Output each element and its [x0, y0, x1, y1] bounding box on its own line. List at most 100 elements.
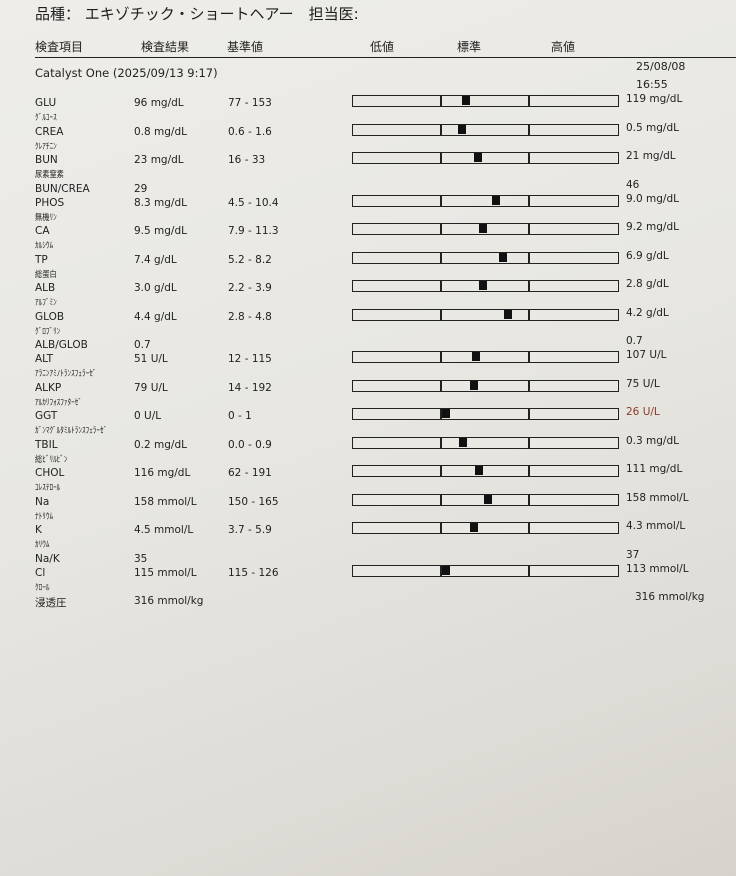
analyzer-label: Catalyst One (2025/09/13 9:17)	[35, 66, 218, 80]
result-marker	[442, 409, 450, 418]
table-row: Na 158 mmol/L 150 - 165 ﾅﾄﾘｳﾑ 158 mmol/L	[0, 492, 736, 525]
previous-result: 4.2 g/dL	[626, 306, 669, 319]
test-name: Na/K	[35, 552, 60, 565]
table-row: CREA 0.8 mg/dL 0.6 - 1.6 ｸﾚｱﾁﾆﾝ 0.5 mg/dL	[0, 122, 736, 155]
test-name-jp: ｶﾘｳﾑ	[35, 540, 50, 550]
test-name-jp: ﾅﾄﾘｳﾑ	[35, 511, 54, 522]
reference-range: 2.8 - 4.8	[228, 310, 272, 323]
reference-range: 0.0 - 0.9	[228, 438, 272, 451]
range-bar	[352, 123, 619, 136]
result-marker	[470, 523, 479, 532]
range-divider	[528, 379, 530, 392]
range-divider	[528, 152, 530, 164]
table-row: GLU 96 mg/dL 77 - 153 ｸﾞﾙｺｰｽ 119 mg/dL	[0, 93, 736, 126]
range-divider	[440, 123, 442, 136]
result-marker	[471, 352, 480, 361]
range-divider	[440, 522, 442, 534]
range-divider	[440, 223, 442, 235]
table-row: BUN/CREA 29 46	[0, 179, 736, 197]
reference-range: 62 - 191	[228, 467, 272, 479]
result-marker	[483, 494, 492, 504]
range-divider	[528, 436, 530, 449]
test-result: 116 mg/dL	[134, 467, 191, 479]
range-divider	[528, 251, 530, 264]
test-result: 316 mmol/kg	[134, 595, 204, 607]
range-bar	[352, 223, 619, 235]
test-result: 8.3 mg/dL	[134, 196, 187, 209]
previous-result: 0.3 mg/dL	[626, 434, 679, 447]
test-result: 0.2 mg/dL	[134, 438, 187, 451]
range-bar	[352, 308, 619, 321]
previous-result: 316 mmol/kg	[635, 591, 705, 603]
test-result: 0 U/L	[134, 410, 162, 422]
previous-result: 4.3 mmol/L	[626, 520, 686, 532]
range-bar	[352, 522, 619, 534]
test-name-jp: ｸﾛｰﾙ	[35, 582, 50, 593]
test-result: 3.0 g/dL	[134, 282, 177, 294]
previous-result: 37	[626, 548, 640, 561]
test-result: 158 mmol/L	[134, 495, 197, 508]
test-name-jp: ｸﾚｱﾁﾆﾝ	[35, 141, 57, 152]
range-divider	[440, 95, 442, 107]
previous-result: 9.2 mg/dL	[626, 221, 679, 233]
previous-result: 111 mg/dL	[626, 463, 683, 475]
test-result: 115 mmol/L	[134, 566, 197, 579]
range-divider	[440, 564, 442, 577]
reference-range: 150 - 165	[228, 495, 279, 508]
table-row: ALKP 79 U/L 14 - 192 ｱﾙｶﾘﾌｫｽﾌｧﾀｰｾﾞ 75 U/L	[0, 378, 736, 411]
test-result: 7.4 g/dL	[134, 253, 177, 266]
result-marker	[461, 96, 470, 105]
table-row: TP 7.4 g/dL 5.2 - 8.2 総蛋白 6.9 g/dL	[0, 250, 736, 283]
range-bar	[352, 152, 619, 164]
previous-result: 6.9 g/dL	[626, 249, 669, 262]
test-name: K	[35, 524, 42, 536]
test-result: 9.5 mg/dL	[134, 225, 187, 237]
test-result: 0.7	[134, 339, 151, 351]
test-name-jp: 総ﾋﾞﾘﾙﾋﾞﾝ	[35, 454, 68, 465]
test-result: 51 U/L	[134, 353, 168, 365]
range-divider	[528, 465, 530, 477]
previous-result: 46	[626, 178, 640, 191]
previous-date-day: 25/08/08	[636, 60, 686, 73]
range-divider	[440, 351, 442, 363]
range-divider	[440, 465, 442, 477]
result-marker	[470, 380, 479, 390]
range-bar	[352, 465, 619, 477]
test-name-jp: ｱﾙﾌﾞﾐﾝ	[35, 298, 57, 308]
previous-result: 119 mg/dL	[626, 93, 683, 105]
table-row: BUN 23 mg/dL 16 - 33 尿素窒素 21 mg/dL	[0, 150, 736, 183]
test-name: PHOS	[35, 196, 65, 209]
test-name-jp: ｸﾞﾙｺｰｽ	[35, 113, 57, 123]
range-bar	[352, 564, 619, 577]
test-name: CHOL	[35, 467, 65, 479]
test-name: ALB	[35, 282, 56, 294]
test-name: GLU	[35, 97, 57, 109]
previous-result: 107 U/L	[626, 349, 667, 361]
table-row: CA 9.5 mg/dL 7.9 - 11.3 ｶﾙｼｳﾑ 9.2 mg/dL	[0, 221, 736, 254]
test-result: 96 mg/dL	[134, 97, 184, 109]
test-name: ALKP	[35, 381, 62, 394]
reference-range: 3.7 - 5.9	[228, 524, 272, 536]
table-row: Na/K 35 37	[0, 549, 736, 567]
reference-range: 14 - 192	[228, 381, 272, 394]
reference-range: 7.9 - 11.3	[228, 225, 279, 237]
result-marker	[474, 153, 483, 162]
range-divider	[440, 408, 442, 420]
reference-range: 16 - 33	[228, 154, 266, 166]
test-result: 0.8 mg/dL	[134, 125, 187, 138]
table-row: ALB/GLOB 0.7 0.7	[0, 335, 736, 353]
range-divider	[528, 194, 530, 207]
test-result: 4.4 g/dL	[134, 310, 177, 323]
range-divider	[440, 194, 442, 207]
reference-range: 0 - 1	[228, 410, 252, 422]
reference-range: 5.2 - 8.2	[228, 253, 272, 266]
previous-result: 26 U/L	[626, 406, 660, 418]
test-name: GLOB	[35, 310, 65, 323]
col-reference: 基準値	[227, 40, 264, 54]
test-name-jp: ｶﾙｼｳﾑ	[35, 241, 54, 251]
reference-range: 12 - 115	[228, 353, 272, 365]
table-row: ALB 3.0 g/dL 2.2 - 3.9 ｱﾙﾌﾞﾐﾝ 2.8 g/dL	[0, 278, 736, 311]
result-marker	[478, 281, 487, 290]
range-divider	[528, 351, 530, 363]
range-divider	[440, 493, 442, 506]
